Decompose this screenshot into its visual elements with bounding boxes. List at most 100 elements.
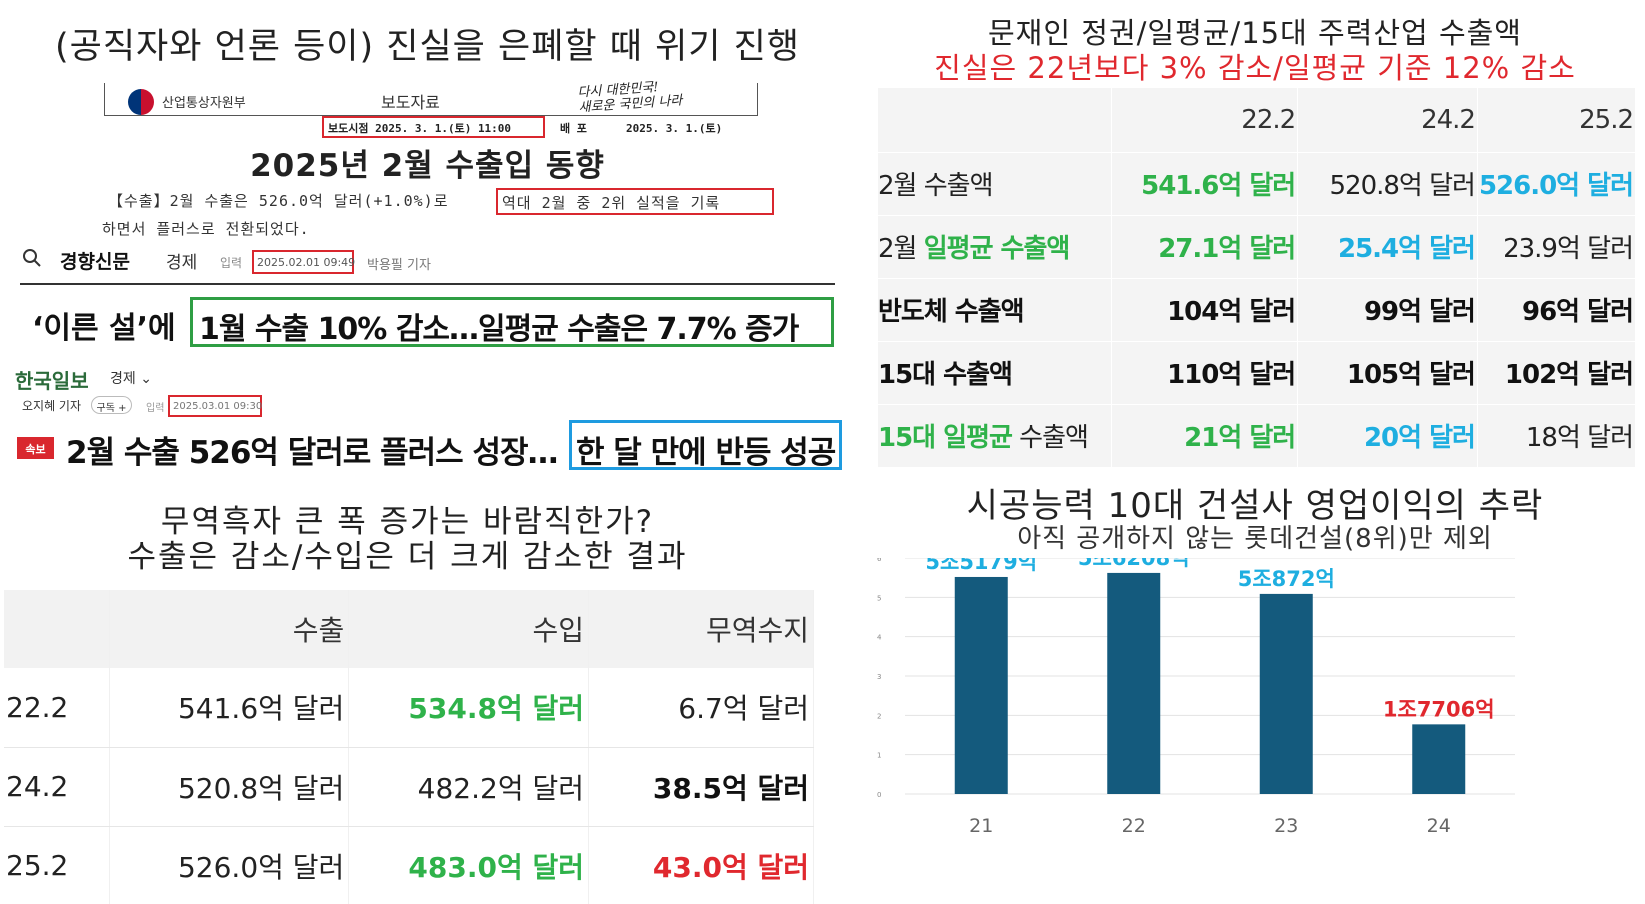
row-label: 15대 수출액 <box>878 341 1113 405</box>
export-table: 22.2 24.2 25.2 2월 수출액 541.6억 달러 520.8억 달… <box>878 88 1637 468</box>
table-row: 22.2 541.6억 달러 534.8억 달러 6.7억 달러 <box>4 668 814 748</box>
period-cell: 25.2 <box>4 826 110 904</box>
hankook-section-dropdown[interactable]: 경제 ⌄ <box>110 371 152 387</box>
chart-subtitle: 아직 공개하지 않는 롯데건설(8위)만 제외 <box>1017 524 1493 554</box>
breaking-news-badge: 속보 <box>17 437 54 459</box>
hankook-headline-highlight: 한 달 만에 반등 성공 <box>569 420 842 471</box>
row-label: 반도체 수출액 <box>878 278 1113 342</box>
divider <box>20 283 835 285</box>
x-tick-label: 22 <box>1122 815 1146 837</box>
ministry-name: 산업통상자원부 <box>162 96 246 111</box>
embargo-highlight-box <box>322 116 545 138</box>
import-cell: 483.0억 달러 <box>348 826 589 904</box>
collage-title: (공직자와 언론 등이) 진실을 은폐할 때 위기 진행 <box>55 27 800 67</box>
table-header-row: 22.2 24.2 25.2 <box>878 88 1637 153</box>
value-cell: 27.1억 달러 <box>1111 215 1299 279</box>
kyunghyang-logo[interactable]: 경향신문 <box>60 251 130 273</box>
chart-title: 시공능력 10대 건설사 영업이익의 추락 <box>966 486 1544 526</box>
table-row: 2월 수출액 541.6억 달러 520.8억 달러 526.0억 달러 <box>878 152 1637 216</box>
kyunghyang-headline-prefix: ‘이른 설’에 <box>32 311 176 346</box>
value-cell: 104억 달러 <box>1111 278 1299 342</box>
export-cell: 541.6억 달러 <box>109 668 350 748</box>
hankook-date: 2025.03.01 09:30 <box>168 395 262 417</box>
value-cell: 102억 달러 <box>1477 341 1637 405</box>
hankook-headline-prefix: 2월 수출 526억 달러로 플러스 성장… <box>66 435 558 471</box>
taegeuk-logo-icon <box>128 89 154 115</box>
press-body-line-2: 하면서 플러스로 전환되었다. <box>102 220 310 238</box>
table-header-cell <box>878 88 1113 153</box>
hankook-logo[interactable]: 한국일보 <box>15 369 89 393</box>
balance-cell: 43.0억 달러 <box>588 826 814 904</box>
row-label-text: 2월 수출액 <box>878 171 993 201</box>
value-cell: 105억 달러 <box>1297 341 1478 405</box>
table-header-row: 수출 수입 무역수지 <box>4 590 814 668</box>
table-header-cell: 수출 <box>109 590 350 668</box>
import-cell: 534.8억 달러 <box>348 668 589 748</box>
y-tick-label: 3 <box>877 673 881 681</box>
press-release-header-frame <box>104 83 758 116</box>
hankook-reporter[interactable]: 오지혜 기자 <box>22 399 82 413</box>
value-cell: 20억 달러 <box>1297 404 1478 468</box>
value-cell: 21억 달러 <box>1111 404 1299 468</box>
row-label: 15대 일평균 수출액 <box>878 404 1113 468</box>
press-body-line-1: 【수출】2월 수출은 526.0억 달러(+1.0%)로 <box>108 192 449 210</box>
x-tick-label: 23 <box>1274 815 1298 837</box>
value-cell: 99억 달러 <box>1297 278 1478 342</box>
distribution-label: 배 포 <box>560 122 587 135</box>
table-header-cell: 24.2 <box>1297 88 1478 153</box>
import-cell: 482.2억 달러 <box>348 747 589 827</box>
row-label-text: 15대 수출액 <box>878 360 1013 390</box>
y-tick-label: 4 <box>877 634 882 642</box>
trade-title-line-2: 수출은 감소/수입은 더 크게 감소한 결과 <box>127 539 688 575</box>
kyunghyang-input-label: 입력 <box>220 256 243 270</box>
value-cell: 520.8억 달러 <box>1297 152 1478 216</box>
row-label-highlight: 15대 일평균 <box>878 423 1013 453</box>
table-row: 24.2 520.8억 달러 482.2억 달러 38.5억 달러 <box>4 747 814 827</box>
bar <box>1107 572 1161 794</box>
embargo-time: 보도시점 2025. 3. 1.(토) 11:00 <box>328 122 512 135</box>
trade-section-title: 무역흑자 큰 폭 증가는 바람직한가? 수출은 감소/수입은 더 크게 감소한 … <box>0 505 815 575</box>
row-label: 2월 수출액 <box>878 152 1113 216</box>
hankook-input-label: 입력 <box>146 403 165 414</box>
kyunghyang-date: 2025.02.01 09:49 <box>252 250 355 274</box>
bar <box>954 576 1008 794</box>
table-header-cell <box>4 590 110 668</box>
bar <box>1412 724 1466 794</box>
table-header-cell: 22.2 <box>1111 88 1299 153</box>
row-label-highlight: 일평균 수출액 <box>923 234 1071 264</box>
table-row: 2월 일평균 수출액 27.1억 달러 25.4억 달러 23.9억 달러 <box>878 215 1637 279</box>
value-cell: 18억 달러 <box>1477 404 1637 468</box>
y-tick-label: 0 <box>877 791 881 799</box>
trade-title-line-1: 무역흑자 큰 폭 증가는 바람직한가? <box>160 504 655 540</box>
row-label-text: 반도체 수출액 <box>878 297 1025 327</box>
kyunghyang-section[interactable]: 경제 <box>166 253 198 273</box>
press-release-label: 보도자료 <box>381 93 440 112</box>
data-label: 5조872억 <box>1238 567 1335 591</box>
press-body-highlight: 역대 2월 중 2위 실적을 기록 <box>496 188 774 215</box>
table-header-cell: 수입 <box>348 590 589 668</box>
period-cell: 22.2 <box>4 668 110 748</box>
kyunghyang-reporter[interactable]: 박용필 기자 <box>367 258 431 273</box>
y-tick-label: 1 <box>877 752 881 760</box>
bar <box>1259 593 1313 794</box>
y-tick-label: 2 <box>877 712 881 720</box>
y-tick-label: 5 <box>877 594 881 602</box>
export-title-line-1: 문재인 정권/일평균/15대 주력산업 수출액 <box>988 16 1522 50</box>
operating-profit-bar-chart: 01234565조5179억215조6208억225조872억231조7706억… <box>877 558 1515 837</box>
subscribe-button[interactable]: 구독 + <box>91 396 132 414</box>
press-release-headline: 2025년 2월 수출입 동향 <box>250 148 605 184</box>
table-row: 반도체 수출액 104억 달러 99억 달러 96억 달러 <box>878 278 1637 342</box>
table-row: 15대 수출액 110억 달러 105억 달러 102억 달러 <box>878 341 1637 405</box>
distribution-date: 2025. 3. 1.(토) <box>626 122 723 135</box>
data-label: 5조5179억 <box>925 558 1037 574</box>
data-label: 5조6208억 <box>1078 558 1190 570</box>
export-cell: 520.8억 달러 <box>109 747 350 827</box>
period-cell: 24.2 <box>4 747 110 827</box>
search-icon[interactable] <box>22 248 42 268</box>
table-row: 25.2 526.0억 달러 483.0억 달러 43.0억 달러 <box>4 826 814 904</box>
export-cell: 526.0억 달러 <box>109 826 350 904</box>
table-header-cell: 무역수지 <box>588 590 814 668</box>
x-tick-label: 21 <box>969 815 993 837</box>
balance-cell: 6.7억 달러 <box>588 668 814 748</box>
row-label-text: 수출액 <box>1011 423 1089 453</box>
